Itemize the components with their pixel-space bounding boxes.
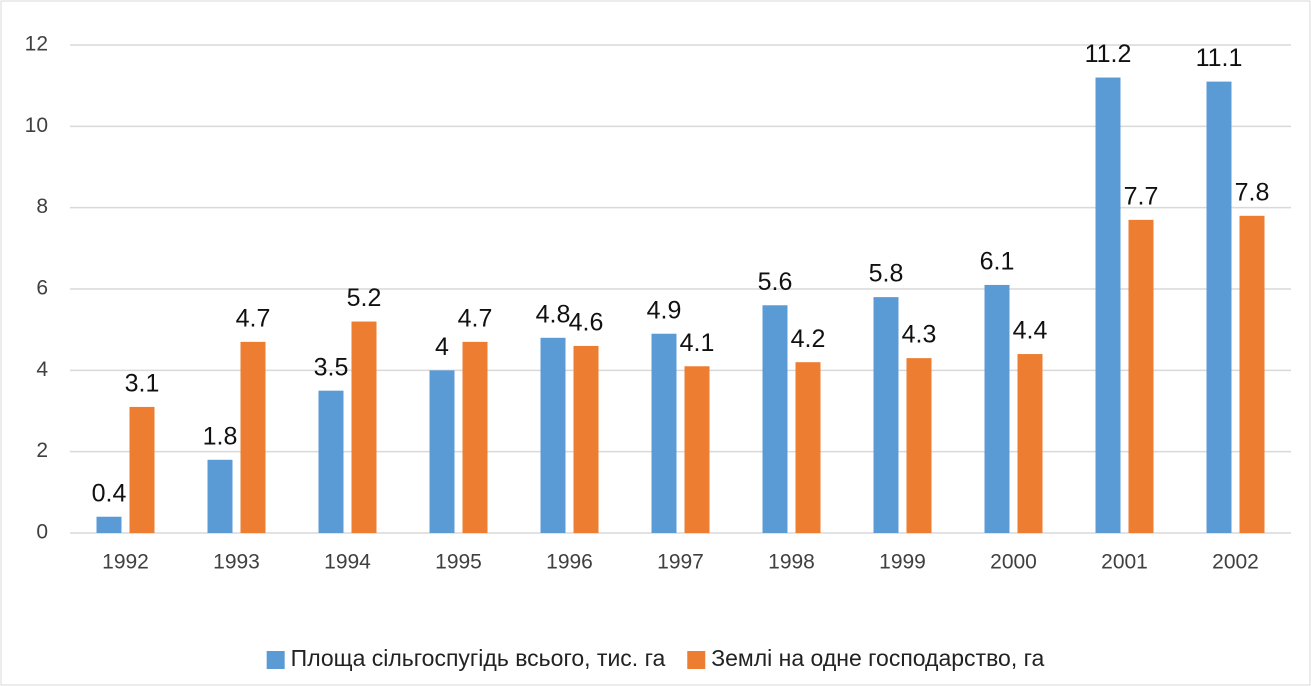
- bar: [1239, 215, 1265, 534]
- bar: [540, 337, 566, 533]
- value-label: 7.8: [1235, 178, 1270, 206]
- bar: [240, 341, 266, 533]
- y-tick-label: 10: [25, 114, 48, 137]
- bar: [129, 406, 155, 533]
- value-label: 4.4: [1013, 317, 1048, 345]
- value-label: 1.8: [203, 422, 238, 450]
- value-label: 4.1: [680, 329, 715, 357]
- bar: [462, 341, 488, 533]
- value-label: 4.6: [569, 309, 604, 337]
- legend-label: Землі на одне господарство, га: [711, 645, 1044, 671]
- value-label: 4.8: [536, 300, 571, 328]
- value-label: 4: [435, 333, 449, 361]
- bar: [429, 370, 455, 533]
- bar: [984, 284, 1010, 533]
- legend-swatch: [687, 651, 706, 669]
- bar: [351, 321, 377, 533]
- x-tick-label: 1996: [546, 551, 593, 574]
- x-tick-label: 1999: [879, 551, 926, 574]
- bar: [318, 390, 344, 533]
- bar: [1206, 81, 1232, 533]
- value-label: 11.2: [1085, 40, 1132, 68]
- y-tick-label: 12: [25, 33, 48, 56]
- bar: [1128, 219, 1154, 533]
- bar: [873, 297, 899, 533]
- x-tick-label: 2001: [1101, 551, 1148, 574]
- value-label: 3.5: [314, 353, 349, 381]
- value-label: 5.8: [869, 260, 904, 288]
- value-label: 7.7: [1124, 182, 1159, 210]
- value-label: 11.1: [1196, 44, 1243, 72]
- x-tick-label: 1997: [657, 551, 704, 574]
- bar: [795, 362, 821, 533]
- y-tick-label: 2: [36, 439, 48, 462]
- value-label: 4.2: [791, 325, 826, 353]
- value-label: 4.7: [236, 304, 271, 332]
- bar: [573, 345, 599, 533]
- value-label: 0.4: [92, 479, 127, 507]
- y-tick-label: 4: [36, 358, 48, 381]
- bar: [1095, 77, 1121, 534]
- bar: [762, 305, 788, 533]
- bar: [906, 358, 932, 533]
- value-label: 4.9: [647, 296, 682, 324]
- x-tick-label: 2000: [990, 551, 1037, 574]
- legend-swatch: [266, 651, 285, 669]
- x-tick-label: 1995: [435, 551, 482, 574]
- value-label: 5.2: [347, 284, 382, 312]
- value-label: 4.3: [902, 321, 937, 349]
- bar: [96, 516, 122, 533]
- value-label: 4.7: [458, 304, 493, 332]
- y-tick-label: 8: [36, 195, 48, 218]
- legend-label: Площа сільгоспугідь всього, тис. га: [291, 645, 666, 671]
- bar: [651, 333, 677, 533]
- bar: [684, 366, 710, 533]
- bar: [1017, 354, 1043, 533]
- x-tick-label: 1993: [213, 551, 260, 574]
- bar: [207, 459, 233, 533]
- x-tick-label: 2002: [1212, 551, 1259, 574]
- value-label: 6.1: [980, 248, 1015, 276]
- value-label: 3.1: [125, 370, 160, 398]
- x-tick-label: 1994: [324, 551, 371, 574]
- y-tick-label: 0: [36, 521, 48, 544]
- value-label: 5.6: [758, 268, 793, 296]
- x-tick-label: 1992: [102, 551, 149, 574]
- y-tick-label: 6: [36, 277, 48, 300]
- x-tick-label: 1998: [768, 551, 815, 574]
